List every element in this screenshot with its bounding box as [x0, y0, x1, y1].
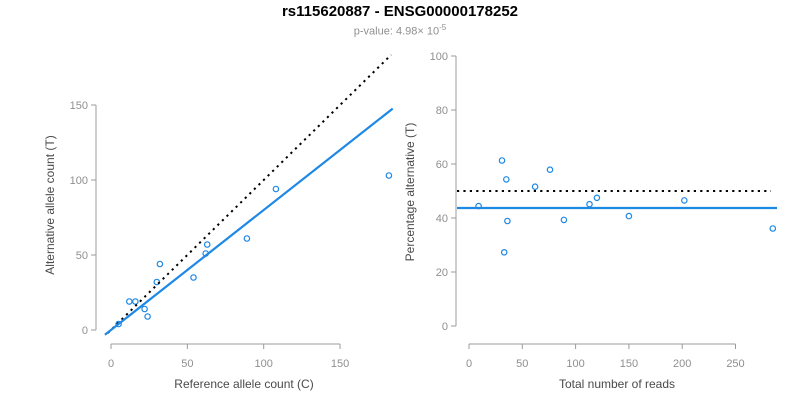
data-point	[500, 249, 508, 256]
data-point	[680, 197, 688, 204]
x-tick-label: 0	[108, 358, 114, 370]
data-point	[546, 166, 554, 174]
data-point	[498, 157, 506, 164]
data-point	[502, 176, 510, 183]
y-axis-title: Alternative allele count (T)	[43, 135, 57, 274]
data-point	[156, 260, 164, 268]
y-tick-label: 80	[436, 105, 448, 117]
data-point	[531, 183, 539, 191]
fit-line	[104, 107, 394, 336]
data-point	[504, 217, 511, 225]
y-axis-title: Percentage alternative (T)	[403, 123, 417, 262]
x-axis-title: Total number of reads	[559, 377, 675, 391]
y-tick-label: 0	[82, 325, 88, 337]
identity-line	[107, 54, 392, 334]
y-tick-label: 150	[70, 100, 88, 112]
data-point	[203, 241, 211, 248]
data-point	[190, 274, 197, 281]
data-point	[560, 216, 568, 224]
data-point	[126, 298, 133, 305]
data-point	[141, 305, 148, 313]
x-tick-label: 0	[466, 358, 472, 370]
data-point	[132, 298, 139, 305]
pvalue-text: p-value: 4.98× 10	[353, 25, 440, 38]
x-tick-label: 100	[566, 358, 584, 370]
y-tick-label: 40	[436, 213, 448, 225]
y-tick-label: 0	[442, 321, 448, 333]
x-axis-title: Reference allele count (C)	[174, 377, 313, 391]
left-scatter-panel: 0 50 100 150 0 50 100 150 Reference allele count…	[43, 54, 394, 391]
y-tick-label: 100	[70, 175, 88, 187]
data-point	[144, 313, 151, 320]
x-tick-label: 200	[673, 358, 691, 370]
x-tick-label: 100	[255, 358, 273, 370]
x-tick-label: 150	[620, 358, 638, 370]
x-tick-label: 50	[181, 358, 193, 370]
right-scatter-panel: 0 50 100 150 200 250 0 20 40 60 80 100 Total number …	[403, 51, 777, 391]
data-point	[593, 194, 601, 202]
y-tick-label: 20	[436, 267, 448, 279]
data-point	[625, 212, 633, 220]
y-tick-label: 100	[430, 51, 448, 63]
y-tick-label: 60	[436, 159, 448, 171]
plot-title: rs115620887 - ENSG00000178252	[281, 3, 519, 20]
x-tick-label: 150	[331, 358, 349, 370]
data-point	[769, 225, 777, 232]
data-point	[385, 172, 393, 179]
y-tick-label: 50	[76, 250, 88, 262]
pvalue-exponent: -5	[439, 23, 447, 32]
x-tick-label: 50	[516, 358, 528, 370]
data-point	[243, 235, 251, 242]
data-point	[272, 185, 280, 193]
plot-subtitle: p-value: 4.98× 10-5	[0, 23, 800, 38]
data-point	[115, 320, 122, 328]
data-point	[586, 200, 593, 208]
x-tick-label: 250	[726, 358, 744, 370]
